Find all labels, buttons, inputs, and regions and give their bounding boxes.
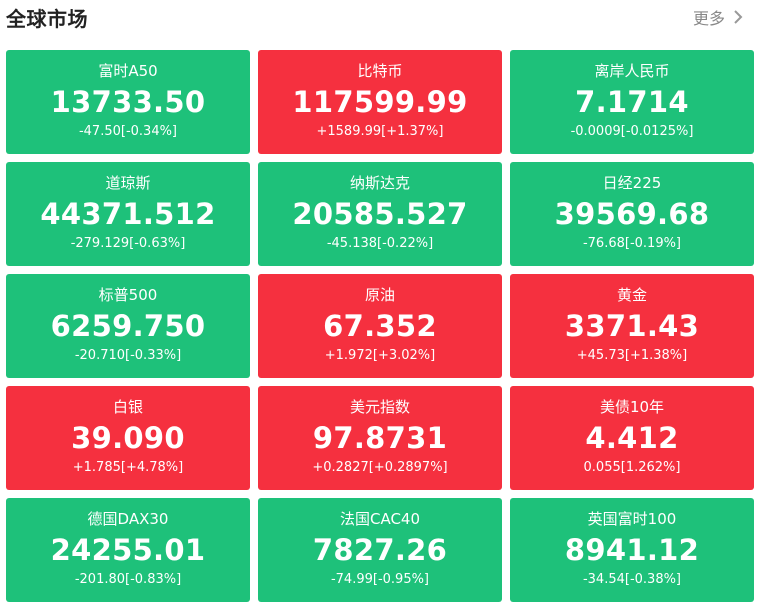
market-change: -0.0009[-0.0125%] <box>570 124 694 139</box>
market-card-dax30[interactable]: 德国DAX30 24255.01 -201.80[-0.83%] <box>6 498 250 602</box>
market-price: 39569.68 <box>554 197 710 231</box>
market-price: 13733.50 <box>50 85 206 119</box>
market-card-silver[interactable]: 白银 39.090 +1.785[+4.78%] <box>6 386 250 490</box>
market-change: -20.710[-0.33%] <box>74 348 182 363</box>
market-card-dollar-index[interactable]: 美元指数 97.8731 +0.2827[+0.2897%] <box>258 386 502 490</box>
market-change: +1589.99[+1.37%] <box>316 124 444 139</box>
market-change: -34.54[-0.38%] <box>582 572 682 587</box>
market-card-nikkei-225[interactable]: 日经225 39569.68 -76.68[-0.19%] <box>510 162 754 266</box>
market-price: 44371.512 <box>40 197 216 231</box>
market-price: 4.412 <box>585 421 679 455</box>
market-change: -279.129[-0.63%] <box>70 236 186 251</box>
section-title: 全球市场 <box>6 7 88 31</box>
market-card-offshore-cny[interactable]: 离岸人民币 7.1714 -0.0009[-0.0125%] <box>510 50 754 154</box>
market-change: +1.972[+3.02%] <box>324 348 436 363</box>
market-name: 英国富时100 <box>587 510 677 528</box>
market-change: 0.055[1.262%] <box>583 460 681 475</box>
market-name: 道琼斯 <box>105 174 151 192</box>
market-card-crude-oil[interactable]: 原油 67.352 +1.972[+3.02%] <box>258 274 502 378</box>
market-change: -76.68[-0.19%] <box>582 236 682 251</box>
market-name: 原油 <box>364 286 395 304</box>
market-card-nasdaq[interactable]: 纳斯达克 20585.527 -45.138[-0.22%] <box>258 162 502 266</box>
market-price: 67.352 <box>323 309 437 343</box>
market-name: 美元指数 <box>349 398 410 416</box>
market-name: 标普500 <box>98 286 158 304</box>
chevron-right-icon <box>731 9 745 25</box>
market-price: 117599.99 <box>292 85 468 119</box>
market-price: 24255.01 <box>50 533 206 567</box>
market-card-gold[interactable]: 黄金 3371.43 +45.73[+1.38%] <box>510 274 754 378</box>
market-price: 8941.12 <box>564 533 700 567</box>
market-price: 3371.43 <box>564 309 700 343</box>
market-card-us-10y-treasury[interactable]: 美债10年 4.412 0.055[1.262%] <box>510 386 754 490</box>
market-grid: 富时A50 13733.50 -47.50[-0.34%] 比特币 117599… <box>6 50 754 602</box>
market-change: -47.50[-0.34%] <box>78 124 178 139</box>
section-header: 全球市场 更多 <box>0 0 757 40</box>
market-card-cac40[interactable]: 法国CAC40 7827.26 -74.99[-0.95%] <box>258 498 502 602</box>
market-card-bitcoin[interactable]: 比特币 117599.99 +1589.99[+1.37%] <box>258 50 502 154</box>
market-price: 7827.26 <box>312 533 448 567</box>
market-price: 97.8731 <box>312 421 448 455</box>
market-name: 美债10年 <box>599 398 665 416</box>
more-link[interactable]: 更多 <box>693 5 745 29</box>
market-card-ftse-100[interactable]: 英国富时100 8941.12 -34.54[-0.38%] <box>510 498 754 602</box>
market-price: 7.1714 <box>575 85 689 119</box>
market-change: -45.138[-0.22%] <box>326 236 434 251</box>
market-card-dow-jones[interactable]: 道琼斯 44371.512 -279.129[-0.63%] <box>6 162 250 266</box>
market-change: +0.2827[+0.2897%] <box>312 460 448 475</box>
market-card-sp500[interactable]: 标普500 6259.750 -20.710[-0.33%] <box>6 274 250 378</box>
market-name: 黄金 <box>616 286 647 304</box>
market-price: 6259.750 <box>50 309 206 343</box>
market-price: 39.090 <box>71 421 185 455</box>
market-card-ftse-a50[interactable]: 富时A50 13733.50 -47.50[-0.34%] <box>6 50 250 154</box>
market-name: 日经225 <box>602 174 662 192</box>
market-name: 白银 <box>112 398 143 416</box>
market-change: -201.80[-0.83%] <box>74 572 182 587</box>
market-name: 富时A50 <box>98 62 158 80</box>
market-name: 离岸人民币 <box>594 62 670 80</box>
market-name: 法国CAC40 <box>339 510 421 528</box>
market-price: 20585.527 <box>292 197 468 231</box>
market-change: +1.785[+4.78%] <box>72 460 184 475</box>
market-name: 德国DAX30 <box>87 510 169 528</box>
market-name: 比特币 <box>357 62 403 80</box>
market-change: +45.73[+1.38%] <box>576 348 688 363</box>
market-name: 纳斯达克 <box>349 174 410 192</box>
more-label: 更多 <box>692 9 725 28</box>
market-change: -74.99[-0.95%] <box>330 572 430 587</box>
